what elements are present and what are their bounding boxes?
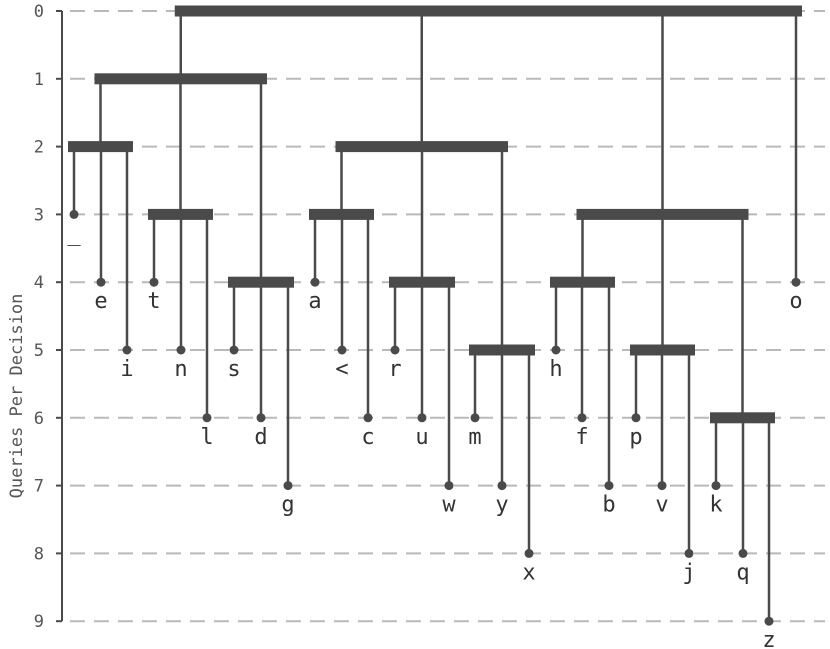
leaf-dot	[551, 345, 561, 355]
leaf-dot	[604, 481, 614, 491]
y-tick-label: 9	[34, 612, 44, 632]
leaf-dot	[417, 413, 427, 423]
leaf-label: l	[200, 425, 213, 450]
leaf-label: n	[174, 357, 187, 382]
leaf-label: q	[736, 560, 749, 585]
node-bar-n1	[94, 73, 267, 85]
leaf-label: a	[308, 289, 321, 314]
node-bar-n9	[469, 344, 535, 356]
leaf-label: s	[227, 357, 240, 382]
leaf-label: b	[602, 493, 615, 518]
leaf-label: k	[709, 493, 722, 518]
leaf-label: h	[549, 357, 562, 382]
leaf-dot	[764, 616, 774, 626]
leaf-dot	[577, 413, 587, 423]
leaf-label: i	[120, 357, 133, 382]
y-tick-label: 8	[34, 544, 44, 564]
leaf-label: f	[575, 425, 588, 450]
leaf-dot	[149, 277, 159, 287]
leaf-label: j	[682, 560, 695, 585]
leaf-dot	[444, 481, 454, 491]
leaf-dot	[96, 277, 106, 287]
leaf-label: e	[94, 289, 107, 314]
node-bar-n2	[335, 141, 508, 153]
node-bar-n6	[228, 276, 294, 288]
y-tick-label: 7	[34, 477, 44, 497]
y-axis-label: Queries Per Decision	[7, 294, 27, 499]
leaf-label: y	[495, 493, 508, 518]
leaf-label: d	[254, 425, 267, 450]
leaf-dot	[738, 548, 748, 558]
node-bar-n5	[148, 208, 213, 220]
leaf-dot	[283, 481, 293, 491]
leaf-label: u	[415, 425, 428, 450]
leaf-label: w	[442, 493, 456, 518]
leaf-label: z	[762, 628, 775, 649]
leaf-dot	[202, 413, 212, 423]
y-tick-label: 4	[34, 273, 44, 293]
leaf-label: <	[335, 357, 348, 382]
node-bar-n7	[309, 208, 374, 220]
y-axis: 0 1 2 3 4 5 6 7 8 9	[34, 2, 63, 632]
leaf-dot	[229, 345, 239, 355]
leaf-dot	[631, 413, 641, 423]
node-bar-n0	[174, 5, 802, 17]
leaf-dot	[122, 345, 132, 355]
tree-leaves: _e i t n l s d g a < c r u w m y x h f b p v j k q z o	[67, 209, 803, 649]
leaf-dot	[524, 548, 534, 558]
leaf-label: v	[655, 493, 668, 518]
leaf-dot	[69, 209, 79, 219]
tree-bars	[68, 5, 802, 424]
grid-lines	[70, 10, 825, 623]
leaf-label: t	[147, 289, 160, 314]
y-tick-label: 2	[34, 138, 44, 158]
leaf-dot	[684, 548, 694, 558]
leaf-dot	[791, 277, 801, 287]
y-tick-label: 6	[34, 409, 44, 429]
node-bar-n10	[550, 276, 615, 288]
node-bar-n4	[68, 141, 133, 153]
node-bar-n11	[630, 344, 695, 356]
leaf-dot	[256, 413, 266, 423]
leaf-dot	[337, 345, 347, 355]
leaf-dot	[497, 481, 507, 491]
leaf-dot	[657, 481, 667, 491]
leaf-dot	[390, 345, 400, 355]
leaf-label: x	[522, 560, 535, 585]
leaf-label: c	[361, 425, 374, 450]
node-bar-n12	[710, 412, 775, 424]
y-tick-label: 3	[34, 205, 44, 225]
y-tick-label: 1	[34, 70, 44, 90]
leaf-label: m	[468, 425, 481, 450]
leaf-dot	[363, 413, 373, 423]
leaf-dot	[310, 277, 320, 287]
leaf-dot	[711, 481, 721, 491]
leaf-dot	[176, 345, 186, 355]
node-bar-n3	[576, 208, 749, 220]
leaf-label: _	[67, 221, 81, 246]
leaf-label: p	[629, 425, 642, 450]
y-tick-label: 5	[34, 341, 44, 361]
node-bar-n8	[389, 276, 455, 288]
leaf-dot	[470, 413, 480, 423]
leaf-label: g	[281, 493, 294, 518]
leaf-label: r	[388, 357, 401, 382]
leaf-label: o	[789, 289, 802, 314]
tree-stems	[72, 11, 798, 622]
y-tick-label: 0	[34, 2, 44, 22]
